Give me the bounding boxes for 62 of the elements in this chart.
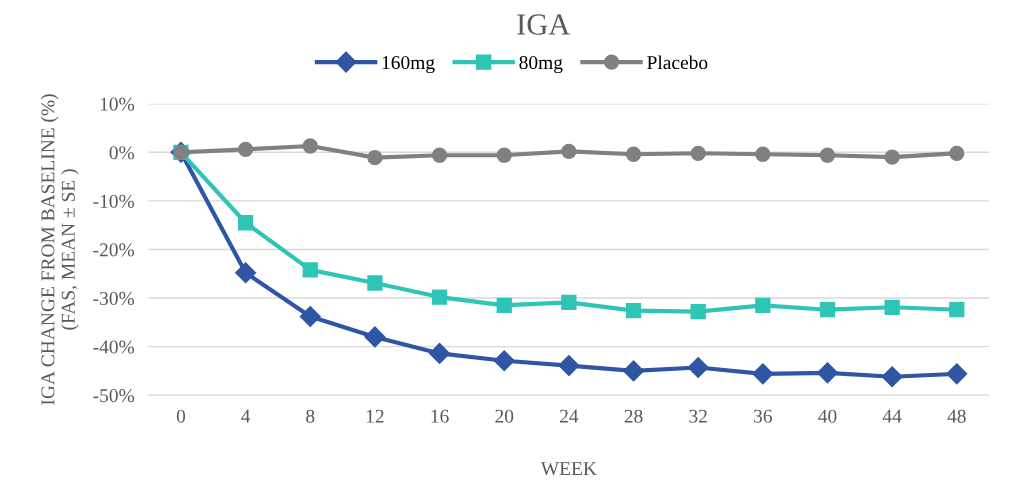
y-tick-label: -10% [93, 194, 135, 208]
point [299, 305, 321, 328]
point [819, 302, 836, 318]
point [431, 289, 448, 305]
point [302, 262, 318, 278]
x-tick-label: 8 [306, 409, 315, 423]
point [690, 304, 706, 320]
point [496, 297, 512, 313]
point [755, 146, 771, 162]
point [816, 362, 839, 384]
y-tick-label: -40% [93, 340, 135, 354]
point [367, 150, 383, 166]
point [819, 147, 836, 163]
legend-label: 80mg [519, 56, 563, 74]
y-axis-title: IGA CHANGE FROM BASELINE (%) (FAS, MEAN ± SE ) [40, 94, 79, 405]
point [949, 302, 965, 318]
point [625, 146, 642, 162]
point [302, 138, 318, 154]
point [235, 262, 257, 284]
point [755, 297, 771, 313]
point [431, 147, 448, 163]
point [561, 143, 577, 159]
point [884, 149, 900, 165]
point [429, 342, 451, 364]
x-tick-label: 0 [176, 409, 186, 423]
x-tick-label: 48 [947, 409, 966, 423]
x-axis-title: WEEK [540, 462, 597, 476]
point [884, 299, 900, 315]
point [237, 141, 254, 158]
point [949, 145, 965, 161]
point [752, 363, 774, 385]
point [561, 294, 577, 311]
point [493, 350, 515, 372]
y-tick-label: -50% [93, 389, 135, 403]
legend-label: Placebo [647, 55, 708, 70]
x-tick-label: 12 [366, 409, 384, 423]
chart-title: IGA [517, 14, 571, 35]
point [364, 326, 386, 348]
point [881, 366, 903, 388]
x-tick-label: 28 [624, 409, 643, 423]
x-tick-label: 24 [560, 409, 579, 423]
point [237, 215, 254, 231]
x-tick-label: 40 [818, 409, 837, 423]
x-tick-label: 16 [431, 409, 449, 423]
point [623, 360, 645, 382]
x-tick-label: 36 [754, 409, 772, 423]
y-tick-label: -30% [93, 291, 135, 306]
point [690, 145, 706, 161]
point [946, 363, 968, 385]
y-tick-label: 10% [100, 97, 135, 111]
x-tick-label: 20 [495, 409, 514, 423]
point [367, 275, 383, 291]
x-tick-label: 4 [241, 409, 251, 423]
legend-label: 160mg [382, 56, 435, 74]
point [625, 303, 642, 319]
x-tick-label: 32 [689, 409, 707, 423]
x-tick-label: 44 [882, 409, 902, 423]
point [687, 356, 709, 379]
point [496, 147, 512, 163]
point [558, 355, 580, 377]
y-tick-label: 0% [109, 146, 135, 160]
y-tick-label: -20% [93, 243, 135, 257]
